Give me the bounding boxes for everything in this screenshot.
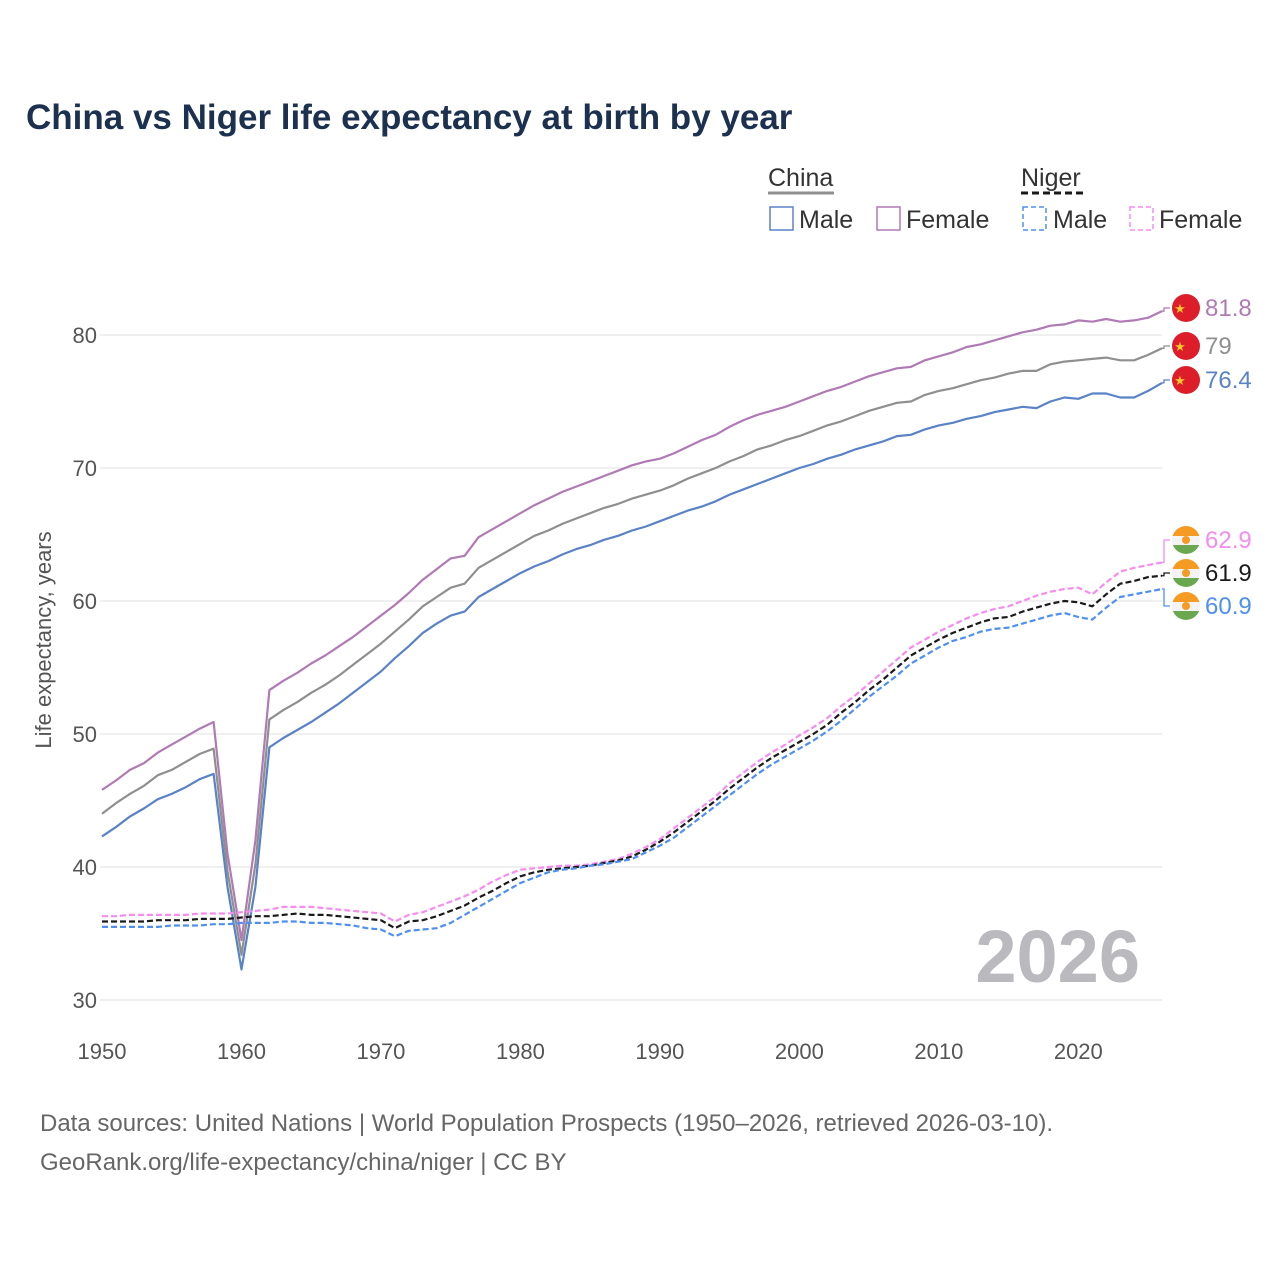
niger-flag-icon <box>1172 559 1200 587</box>
legend-china-female[interactable]: Female <box>906 206 989 234</box>
end-value-label: 81.8 <box>1205 295 1252 322</box>
end-label-niger-female: 62.9 <box>1162 526 1252 564</box>
y-tick-label: 60 <box>73 589 97 614</box>
end-label-niger: 61.9 <box>1162 559 1252 587</box>
source-line-1: Data sources: United Nations | World Pop… <box>40 1110 1053 1137</box>
y-tick-label: 70 <box>73 456 97 481</box>
connector <box>1162 345 1170 349</box>
chart-title: China vs Niger life expectancy at birth … <box>26 98 793 137</box>
y-tick-label: 50 <box>73 722 97 747</box>
x-tick-label: 1960 <box>217 1039 266 1064</box>
china-flag-icon <box>1172 366 1200 394</box>
legend-niger-female-swatch <box>1129 206 1154 231</box>
end-value-label: 62.9 <box>1205 527 1252 554</box>
x-tick-label: 2000 <box>775 1039 824 1064</box>
legend-china-female-swatch <box>876 206 901 231</box>
end-value-label: 61.9 <box>1205 560 1252 587</box>
end-value-label: 76.4 <box>1205 367 1252 394</box>
x-tick-label: 2010 <box>914 1039 963 1064</box>
end-label-niger-male: 60.9 <box>1162 588 1252 620</box>
legend-niger-female[interactable]: Female <box>1159 206 1242 234</box>
legend-niger-male-swatch <box>1022 206 1047 231</box>
source-line-2[interactable]: GeoRank.org/life-expectancy/china/niger … <box>40 1149 567 1176</box>
niger-flag-icon <box>1172 526 1200 554</box>
y-axis-label: Life expectancy, years <box>31 531 56 748</box>
series-line-china <box>101 347 1163 956</box>
end-value-label: 60.9 <box>1205 593 1252 620</box>
y-axis-ticks: 30 40 50 60 70 80 <box>73 323 97 1013</box>
legend-group-china: China <box>768 164 833 192</box>
niger-flag-icon <box>1172 592 1200 620</box>
connector <box>1162 572 1170 577</box>
flag-star-icon: ★ <box>1174 301 1186 316</box>
year-watermark: 2026 <box>975 915 1140 998</box>
legend: China Male Female Niger Male Female <box>768 164 1242 234</box>
connector <box>1162 307 1170 312</box>
x-axis-ticks: 1950 1960 1970 1980 1990 2000 2010 2020 <box>78 1039 1103 1064</box>
china-flag-icon <box>1172 294 1200 322</box>
legend-group-niger: Niger <box>1021 164 1081 192</box>
connector <box>1162 379 1170 384</box>
x-tick-label: 1990 <box>635 1039 684 1064</box>
series-line-niger <box>102 574 1163 930</box>
legend-china-male-swatch <box>769 206 794 231</box>
end-labels: ★ 81.8 ★ 79 ★ 76.4 62.9 61.9 60.9 <box>1162 294 1252 620</box>
end-label-china: ★ 79 <box>1162 332 1232 360</box>
x-tick-label: 1980 <box>496 1039 545 1064</box>
connector <box>1162 588 1170 607</box>
end-label-china-female: ★ 81.8 <box>1162 294 1252 322</box>
flag-star-icon: ★ <box>1174 373 1186 388</box>
grid <box>100 334 1162 1001</box>
series-line-niger-female <box>102 561 1163 923</box>
x-tick-label: 1950 <box>78 1039 127 1064</box>
series-line-china-female <box>101 310 1163 942</box>
connector <box>1162 539 1170 564</box>
series-line-china-male <box>101 381 1163 971</box>
y-tick-label: 40 <box>73 855 97 880</box>
y-tick-label: 30 <box>73 988 97 1013</box>
legend-niger-male[interactable]: Male <box>1053 206 1107 234</box>
china-flag-icon <box>1172 332 1200 360</box>
x-tick-label: 2020 <box>1054 1039 1103 1064</box>
end-label-china-male: ★ 76.4 <box>1162 366 1252 394</box>
y-tick-label: 80 <box>73 323 97 348</box>
legend-china-male[interactable]: Male <box>799 206 853 234</box>
end-value-label: 79 <box>1205 333 1232 360</box>
series-lines <box>101 310 1163 971</box>
x-tick-label: 1970 <box>356 1039 405 1064</box>
series-line-niger-male <box>102 587 1163 938</box>
flag-star-icon: ★ <box>1174 339 1186 354</box>
